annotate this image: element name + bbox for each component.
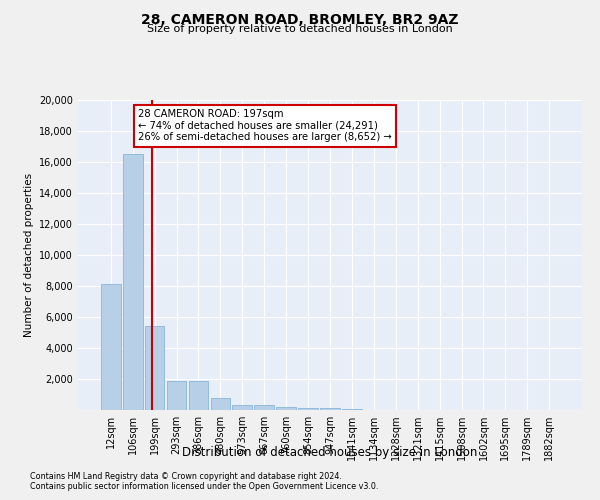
Bar bbox=[298, 408, 318, 410]
Bar bbox=[254, 404, 274, 410]
Bar bbox=[211, 398, 230, 410]
Text: 28 CAMERON ROAD: 197sqm
← 74% of detached houses are smaller (24,291)
26% of sem: 28 CAMERON ROAD: 197sqm ← 74% of detache… bbox=[139, 110, 392, 142]
Bar bbox=[145, 326, 164, 410]
Bar bbox=[167, 382, 187, 410]
Y-axis label: Number of detached properties: Number of detached properties bbox=[24, 173, 34, 337]
Text: Contains public sector information licensed under the Open Government Licence v3: Contains public sector information licen… bbox=[30, 482, 379, 491]
Bar bbox=[232, 404, 252, 410]
Text: 28, CAMERON ROAD, BROMLEY, BR2 9AZ: 28, CAMERON ROAD, BROMLEY, BR2 9AZ bbox=[141, 12, 459, 26]
Bar bbox=[123, 154, 143, 410]
Bar bbox=[188, 382, 208, 410]
Bar bbox=[276, 407, 296, 410]
Text: Distribution of detached houses by size in London: Distribution of detached houses by size … bbox=[182, 446, 478, 459]
Bar bbox=[320, 408, 340, 410]
Text: Contains HM Land Registry data © Crown copyright and database right 2024.: Contains HM Land Registry data © Crown c… bbox=[30, 472, 342, 481]
Bar bbox=[101, 284, 121, 410]
Bar bbox=[342, 409, 362, 410]
Text: Size of property relative to detached houses in London: Size of property relative to detached ho… bbox=[147, 24, 453, 34]
